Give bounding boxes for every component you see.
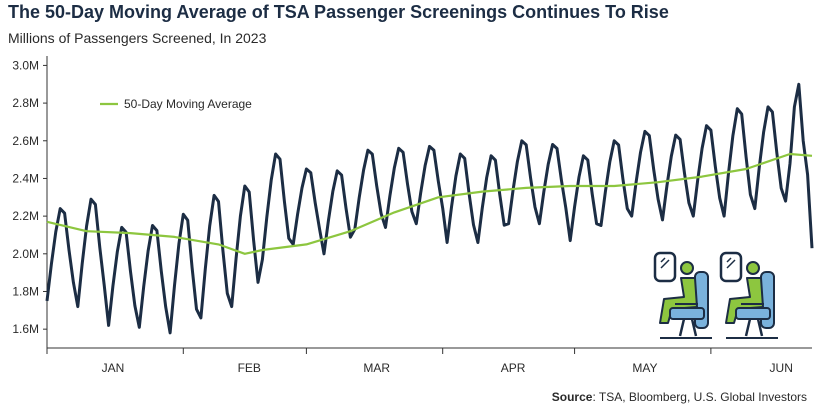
airplane-seat-passenger-icon — [653, 251, 712, 339]
legend-label: 50-Day Moving Average — [124, 97, 252, 111]
x-tick-label: MAY — [632, 361, 657, 375]
source-text: : TSA, Bloomberg, U.S. Global Investors — [592, 390, 807, 404]
source-label: Source — [551, 390, 593, 404]
daily-screenings-line — [45, 82, 814, 335]
y-tick-label: 1.8M — [12, 284, 39, 298]
x-tick-label: FEB — [238, 361, 261, 375]
moving-average-line — [46, 152, 813, 255]
y-tick-label: 2.4M — [12, 171, 39, 185]
y-tick-label: 1.6M — [12, 322, 39, 336]
legend: 50-Day Moving Average — [100, 97, 252, 111]
x-tick-label: MAR — [363, 361, 390, 375]
y-tick-label: 2.2M — [12, 209, 39, 223]
chart-subtitle: Millions of Passengers Screened, In 2023 — [8, 30, 267, 46]
icon-layer — [653, 251, 778, 339]
series-layer — [45, 82, 814, 335]
x-tick-label: JUN — [770, 361, 793, 375]
y-tick-label: 3.0M — [12, 58, 39, 72]
y-tick-label: 2.6M — [12, 134, 39, 148]
source-note: Source: TSA, Bloomberg, U.S. Global Inve… — [552, 390, 807, 404]
y-tick-label: 2.8M — [12, 96, 39, 110]
y-axis: 1.6M 1.8M 2.0M 2.2M 2.4M 2.6M 2.8M 3.0M — [12, 56, 48, 348]
chart-title: The 50-Day Moving Average of TSA Passeng… — [8, 2, 669, 22]
x-axis: JAN FEB MAR APR MAY JUN — [46, 347, 812, 375]
x-tick-label: APR — [501, 361, 526, 375]
y-tick-label: 2.0M — [12, 247, 39, 261]
airplane-seat-passenger-icon — [719, 251, 778, 339]
x-tick-label: JAN — [102, 361, 125, 375]
